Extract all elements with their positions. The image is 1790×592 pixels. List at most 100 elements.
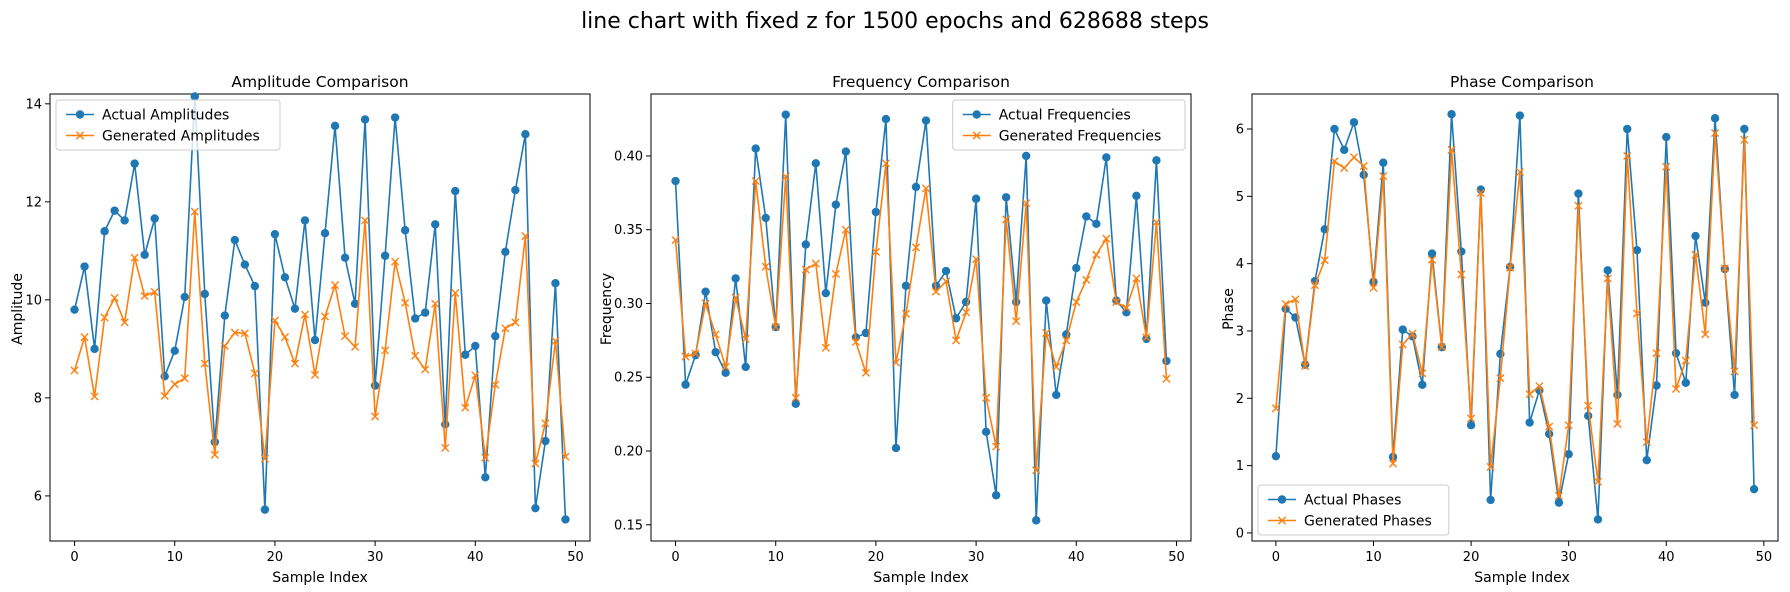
x-tick-label: 10 — [166, 550, 183, 565]
data-point — [1330, 157, 1339, 166]
data-point — [431, 299, 440, 308]
y-tick-label: 1 — [1236, 459, 1244, 474]
data-point — [1466, 421, 1476, 430]
data-point — [1082, 275, 1091, 284]
data-point — [1320, 256, 1329, 265]
y-tick-label: 10 — [25, 293, 42, 308]
data-point — [130, 253, 139, 262]
data-point — [260, 505, 270, 514]
data-point — [1603, 274, 1612, 283]
data-point — [1496, 373, 1505, 383]
plot-frame — [650, 93, 1192, 542]
data-point — [971, 194, 981, 203]
series-line — [1275, 113, 1755, 521]
data-point — [972, 255, 981, 264]
data-point — [761, 213, 770, 223]
series-actual — [70, 92, 570, 524]
data-point — [781, 172, 790, 181]
data-point — [761, 262, 770, 271]
data-point — [320, 312, 330, 321]
legend-label: Actual Frequencies — [999, 108, 1131, 124]
data-point — [1730, 367, 1739, 376]
data-point — [1398, 340, 1407, 349]
data-point — [1418, 369, 1427, 378]
data-point — [801, 265, 810, 274]
data-point — [401, 298, 410, 307]
data-point — [1691, 231, 1700, 241]
x-tick-label: 10 — [1365, 550, 1382, 565]
data-point — [1710, 128, 1720, 138]
data-point — [350, 299, 360, 308]
data-point — [841, 225, 850, 234]
x-tick-label: 0 — [70, 550, 78, 565]
data-point — [911, 182, 921, 192]
data-point — [150, 287, 159, 297]
data-point — [1122, 303, 1131, 313]
frequency-comparison-panel: Frequency Comparison Sample Index Freque… — [599, 73, 1192, 586]
data-point — [551, 278, 560, 288]
data-point — [1092, 250, 1101, 259]
data-point — [1408, 329, 1417, 338]
legend-marker — [1277, 516, 1287, 525]
data-point — [250, 369, 259, 378]
data-point — [1583, 411, 1593, 420]
data-point — [1102, 153, 1111, 162]
data-point — [290, 359, 300, 368]
data-point — [1554, 491, 1564, 500]
data-point — [1042, 328, 1051, 338]
data-point — [1506, 263, 1515, 272]
data-point — [1032, 516, 1041, 525]
data-point — [701, 299, 710, 308]
data-point — [1052, 390, 1061, 400]
data-point — [1427, 255, 1437, 264]
data-point — [210, 450, 219, 459]
y-tick-label: 5 — [1236, 190, 1244, 205]
data-point — [1132, 191, 1141, 200]
data-point — [260, 454, 269, 463]
data-point — [1691, 250, 1700, 259]
y-tick-label: 0.30 — [614, 297, 643, 312]
data-point — [310, 335, 320, 345]
data-point — [941, 277, 951, 286]
data-point — [360, 216, 370, 225]
data-point — [1632, 245, 1642, 255]
data-point — [541, 436, 550, 446]
data-point — [1072, 263, 1081, 273]
amplitude-comparison-panel: Amplitude Comparison Sample Index Amplit… — [10, 73, 591, 586]
data-point — [501, 324, 510, 333]
data-point — [671, 176, 680, 186]
data-point — [1681, 378, 1690, 387]
data-point — [992, 442, 1001, 451]
data-point — [1457, 247, 1466, 256]
data-point — [1369, 283, 1378, 292]
data-point — [461, 403, 470, 412]
data-point — [561, 515, 570, 524]
x-tick-label: 20 — [1463, 550, 1480, 565]
data-point — [90, 392, 99, 401]
data-point — [220, 341, 229, 351]
data-point — [1525, 390, 1534, 399]
data-point — [1152, 156, 1161, 165]
data-point — [1671, 348, 1681, 358]
x-tick-label: 30 — [968, 550, 985, 565]
data-point — [110, 206, 119, 215]
data-point — [90, 344, 99, 354]
data-point — [491, 380, 500, 389]
data-point — [1379, 172, 1388, 181]
data-point — [421, 365, 430, 374]
data-point — [511, 185, 520, 195]
data-point — [1142, 333, 1151, 342]
data-point — [1330, 124, 1339, 134]
y-tick-label: 2 — [1236, 392, 1244, 407]
y-tick-label: 14 — [25, 97, 42, 112]
data-point — [1162, 374, 1171, 383]
data-point — [130, 159, 139, 168]
data-point — [1457, 270, 1466, 279]
series-line — [73, 210, 567, 465]
data-point — [1032, 466, 1041, 475]
y-tick-label: 0.25 — [614, 371, 643, 386]
data-point — [230, 235, 240, 245]
data-point — [320, 228, 330, 238]
data-point — [801, 240, 810, 249]
data-point — [170, 380, 179, 389]
